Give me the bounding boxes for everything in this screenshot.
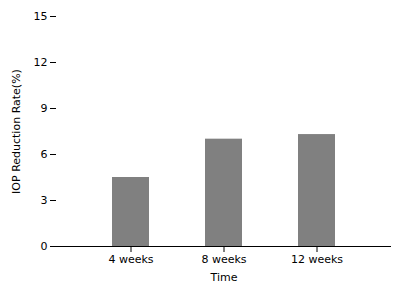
svg-text:12 weeks: 12 weeks xyxy=(291,253,343,266)
svg-text:IOP Reduction Rate(%): IOP Reduction Rate(%) xyxy=(10,69,23,194)
svg-text:8 weeks: 8 weeks xyxy=(201,253,246,266)
svg-text:9: 9 xyxy=(41,102,48,115)
svg-text:0: 0 xyxy=(41,240,48,253)
svg-text:15: 15 xyxy=(34,10,48,23)
svg-text:4 weeks: 4 weeks xyxy=(108,253,153,266)
svg-text:12: 12 xyxy=(34,56,48,69)
svg-text:3: 3 xyxy=(41,194,48,207)
svg-text:Time: Time xyxy=(210,271,238,284)
svg-text:6: 6 xyxy=(41,148,48,161)
